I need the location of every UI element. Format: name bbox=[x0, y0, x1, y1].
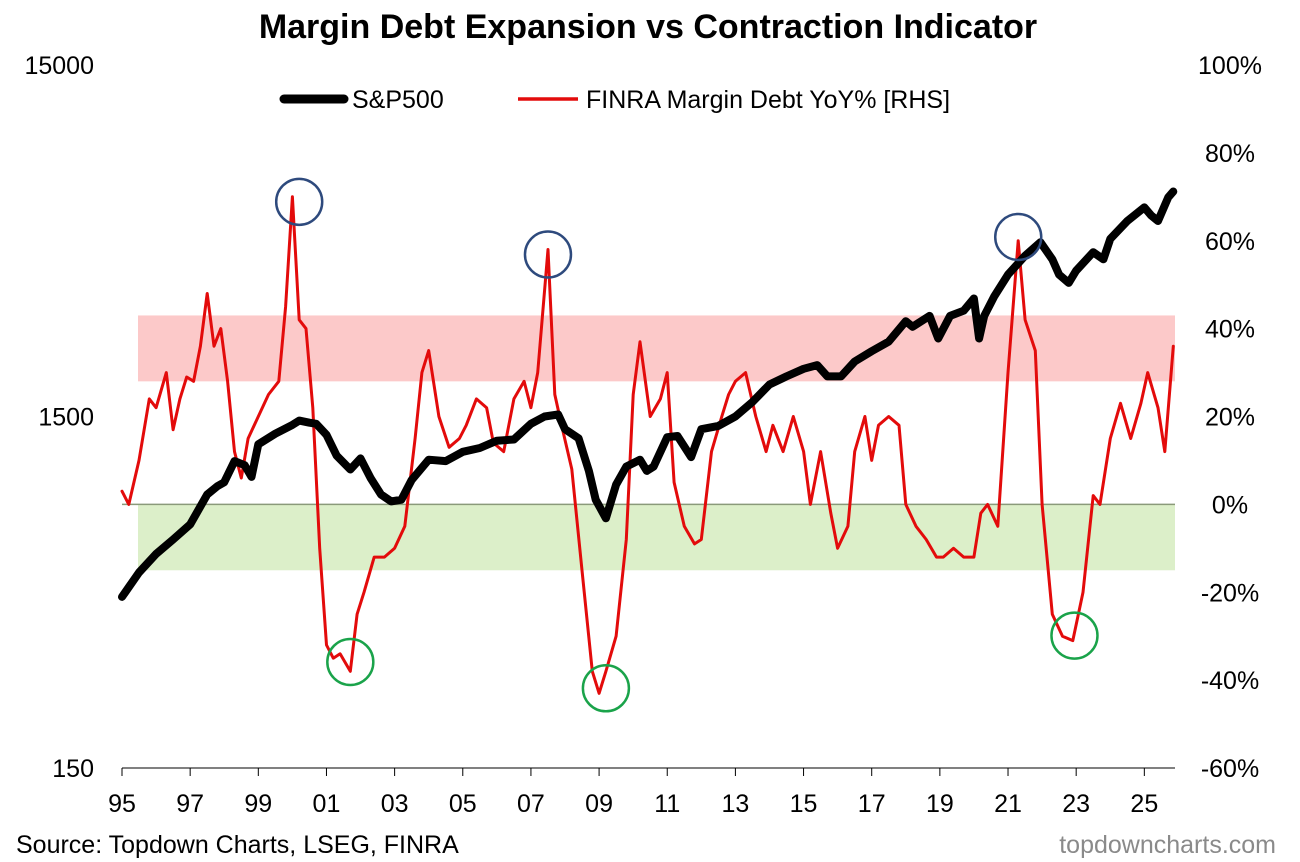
peak-marker-0 bbox=[274, 177, 324, 227]
y-right-tick-label: 80% bbox=[1205, 140, 1255, 168]
trough-marker-3 bbox=[326, 637, 375, 687]
y-left-tick-label: 1500 bbox=[38, 404, 94, 432]
x-tick-label: 23 bbox=[1062, 790, 1090, 818]
series-lines bbox=[118, 187, 1178, 695]
x-tick-label: 21 bbox=[994, 790, 1022, 818]
x-tick-label: 05 bbox=[449, 790, 477, 818]
legend-label-margin-debt: FINRA Margin Debt YoY% [RHS] bbox=[586, 86, 950, 114]
x-tick-label: 95 bbox=[108, 790, 136, 818]
x-tick-label: 99 bbox=[244, 790, 272, 818]
y-right-tick-label: 100% bbox=[1198, 52, 1262, 80]
contraction-zone-band bbox=[138, 504, 1175, 571]
x-axis: 95 97 99 01 03 05 07 09 11 13 15 17 19 21 23 25 bbox=[108, 767, 1175, 818]
y-right-tick-label: 60% bbox=[1205, 228, 1255, 256]
peak-marker-2 bbox=[993, 212, 1043, 262]
y-right-tick-label: 0% bbox=[1212, 491, 1248, 519]
y-axis-right: -60% -40% -20% 0% 20% 40% 60% 80% 100% bbox=[1198, 52, 1262, 783]
x-tick-label: 03 bbox=[381, 790, 409, 818]
y-right-tick-label: -60% bbox=[1201, 755, 1259, 783]
x-tick-label: 17 bbox=[858, 790, 886, 818]
y-left-tick-label: 150 bbox=[52, 755, 94, 783]
y-right-tick-label: -40% bbox=[1201, 667, 1259, 695]
y-right-tick-label: -20% bbox=[1201, 579, 1259, 607]
expansion-zone-band bbox=[138, 315, 1175, 382]
x-tick-label: 09 bbox=[585, 790, 613, 818]
x-tick-label: 15 bbox=[790, 790, 818, 818]
circle-markers bbox=[274, 177, 1099, 713]
x-tick-label: 01 bbox=[313, 790, 341, 818]
x-tick-label: 07 bbox=[517, 790, 545, 818]
peak-marker-1 bbox=[523, 230, 573, 279]
x-tick-label: 13 bbox=[721, 790, 749, 818]
x-tick-label: 11 bbox=[654, 790, 680, 818]
x-tick-label: 19 bbox=[926, 790, 954, 818]
y-right-tick-label: 20% bbox=[1205, 404, 1255, 432]
source-note: Source: Topdown Charts, LSEG, FINRA bbox=[16, 831, 459, 859]
x-tick-label: 97 bbox=[176, 790, 204, 818]
y-axis-left: 150 1500 15000 bbox=[24, 52, 94, 783]
chart-title: Margin Debt Expansion vs Contraction Ind… bbox=[259, 8, 1037, 46]
sp500-line bbox=[118, 187, 1178, 601]
trough-marker-5 bbox=[1050, 611, 1099, 660]
margin-debt-yoy-line bbox=[120, 195, 1175, 695]
trough-marker-4 bbox=[581, 664, 631, 713]
y-left-tick-label: 15000 bbox=[24, 52, 94, 80]
watermark: topdowncharts.com bbox=[1059, 831, 1276, 859]
shaded-bands bbox=[138, 315, 1175, 571]
y-right-tick-label: 40% bbox=[1205, 316, 1255, 344]
x-tick-label: 25 bbox=[1130, 790, 1158, 818]
legend-label-sp500: S&P500 bbox=[352, 86, 444, 114]
legend: S&P500 FINRA Margin Debt YoY% [RHS] bbox=[279, 86, 950, 114]
